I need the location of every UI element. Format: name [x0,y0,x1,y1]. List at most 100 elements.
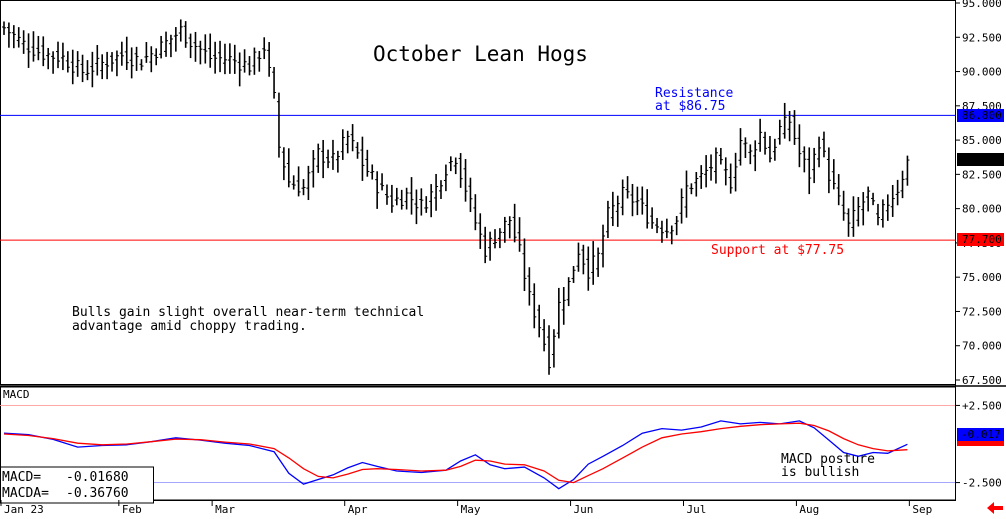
price-tick-label: 92.500 [962,31,1002,44]
price-bar [345,130,350,154]
price-bar [198,40,203,65]
price-bar [807,147,812,195]
price-bar [571,265,576,283]
price-bar [743,137,748,159]
price-bar [247,56,252,76]
price-bar [311,150,316,188]
price-bar [134,46,139,71]
price-bar [537,304,542,338]
macd-tag-box [957,428,1004,441]
annotation-line1: Bulls gain slight overall near-term tech… [72,305,424,320]
resistance-tag: 86.800 [962,109,1002,122]
resistance-label-line2: at $86.75 [655,99,725,114]
price-bar [856,197,861,227]
price-bar [664,218,669,239]
price-bar [178,19,183,42]
price-bar [110,52,115,72]
resistance-label-line1: Resistance [655,86,733,101]
price-bar [836,174,841,206]
price-bar [650,207,655,229]
price-tick-label: 82.500 [962,168,1002,181]
price-bar [448,156,453,172]
price-bar [46,47,51,70]
price-bar [802,146,807,173]
price-bar [164,31,169,57]
price-bar [458,153,463,188]
price-tick-label: 90.000 [962,66,1002,79]
signal-tag-box [957,441,1004,446]
price-bar [812,147,817,184]
price-bar [497,228,502,249]
price-tick-label: 95.000 [962,0,1002,10]
price-bar [105,51,110,80]
price-bar [566,277,571,307]
price-bar [640,186,645,215]
price-bar [281,147,286,181]
scroll-left-arrow-icon[interactable] [986,500,1004,516]
price-bar [581,244,586,275]
price-bar [493,229,497,249]
price-bar [586,246,591,291]
price-bar [861,192,866,226]
price-bar [645,189,650,229]
price-bar [532,283,537,329]
price-bar [841,190,846,221]
price-bar [173,27,178,52]
price-bar [512,203,517,243]
price-bar [208,33,213,68]
price-bars [2,19,910,375]
price-bar [242,49,247,73]
price-bar [218,40,223,73]
price-bar [438,180,443,199]
price-tick-label: 75.000 [962,271,1002,284]
price-bar [831,159,836,190]
price-bar [704,155,709,188]
price-bar [502,216,507,243]
price-bar [655,217,660,234]
price-bar [478,213,483,249]
price-bar [286,148,291,188]
price-bar [154,48,159,66]
price-bar [561,287,566,325]
price-bar [748,144,753,165]
price-bar [119,41,124,66]
price-bar [591,241,596,285]
price-bar [80,54,85,83]
price-bar [596,247,601,277]
price-bar [723,157,728,186]
price-bar [21,30,26,54]
price-bar [615,195,620,227]
price-bar [468,177,473,213]
date-axis: Jan 23 Feb Mar Apr May Jun Jul Aug Sep [0,500,932,516]
price-bar [203,34,208,64]
price-bar [51,51,56,74]
price-bar [871,192,876,206]
date-tick-label: May [461,503,481,516]
price-bar [16,27,21,48]
price-bar [114,50,119,77]
price-bar [257,50,262,72]
price-bar [890,184,895,217]
price-bar [149,46,154,73]
price-bar [821,131,826,158]
price-bar [276,92,281,158]
price-tick-label: 70.000 [962,340,1002,353]
price-bar [267,42,272,77]
price-bar [753,140,758,172]
price-bar [542,319,547,352]
price-tick-label: 67.500 [962,374,1002,387]
macd-readout-box [0,466,154,504]
price-bar [380,173,385,191]
macd-tick-label: -2.500 [962,477,1002,490]
price-bar [26,33,31,68]
price-bar [335,150,340,173]
price-bar [880,199,885,228]
price-bar [610,191,615,227]
date-tick-label: Jun [574,503,594,516]
last-price-tag-box [957,153,1004,166]
support-tag: 77.700 [962,233,1002,246]
price-bar [70,49,75,85]
price-bar [605,200,610,239]
price-bar [797,124,802,168]
price-bar [409,177,414,215]
